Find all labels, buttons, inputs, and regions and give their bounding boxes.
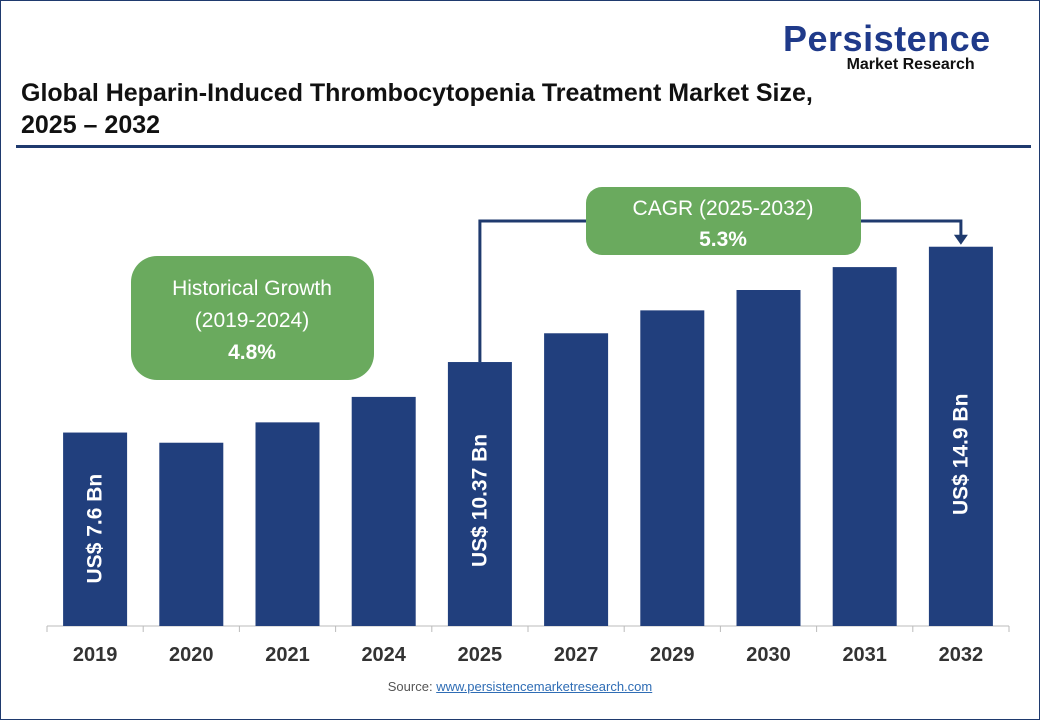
source-label: Source:	[387, 679, 433, 694]
arrow-down-icon	[953, 234, 968, 245]
x-tick-label: 2027	[554, 644, 599, 666]
cagr-label: CAGR (2025-2032)	[633, 197, 814, 220]
historical-growth-label: Historical Growth	[172, 277, 332, 300]
historical-growth-period: (2019-2024)	[195, 309, 309, 332]
x-tick-label: 2024	[361, 644, 406, 666]
data-label-2019: US$ 7.6 Bn	[84, 474, 107, 584]
source-link[interactable]: www.persistencemarketresearch.com	[436, 679, 653, 694]
title-line-1: Global Heparin-Induced Thrombocytopenia …	[21, 79, 813, 107]
bar-2020	[159, 442, 224, 626]
title-divider	[16, 145, 1031, 148]
historical-growth-value: 4.8%	[228, 341, 276, 364]
historical-growth-callout	[131, 256, 374, 380]
x-tick-label: 2025	[458, 644, 503, 666]
logo-line-2: Market Research	[846, 56, 975, 73]
bar-2025	[447, 362, 512, 626]
data-label-2025: US$ 10.37 Bn	[468, 434, 491, 567]
logo-line-1: Persistence	[783, 18, 991, 59]
bar-2030	[736, 290, 801, 626]
x-tick-label: 2029	[650, 644, 695, 666]
source-note: Source: www.persistencemarketresearch.co…	[1, 679, 1039, 694]
x-tick-label: 2021	[265, 644, 310, 666]
x-tick-label: 2030	[746, 644, 791, 666]
chart-title: Global Heparin-Induced Thrombocytopenia …	[21, 77, 813, 141]
bar-2027	[544, 333, 609, 626]
x-tick-label: 2020	[169, 644, 214, 666]
bar-2032	[928, 246, 993, 626]
bar-2019	[63, 432, 128, 626]
x-tick-label: 2019	[73, 644, 118, 666]
cagr-connector-left	[478, 219, 586, 363]
cagr-callout	[586, 187, 861, 255]
cagr-value: 5.3%	[699, 228, 747, 251]
bar-2031	[832, 267, 897, 626]
x-tick-label: 2031	[842, 644, 887, 666]
data-label-2032: US$ 14.9 Bn	[949, 394, 972, 515]
bar-2029	[640, 310, 705, 626]
title-line-2: 2025 – 2032	[21, 111, 161, 139]
x-tick-label: 2032	[939, 644, 984, 666]
persistence-logo: Persistence Market Research	[783, 21, 991, 73]
cagr-connector-right	[861, 219, 963, 237]
bar-2021	[255, 422, 320, 626]
bar-2024	[351, 396, 416, 626]
